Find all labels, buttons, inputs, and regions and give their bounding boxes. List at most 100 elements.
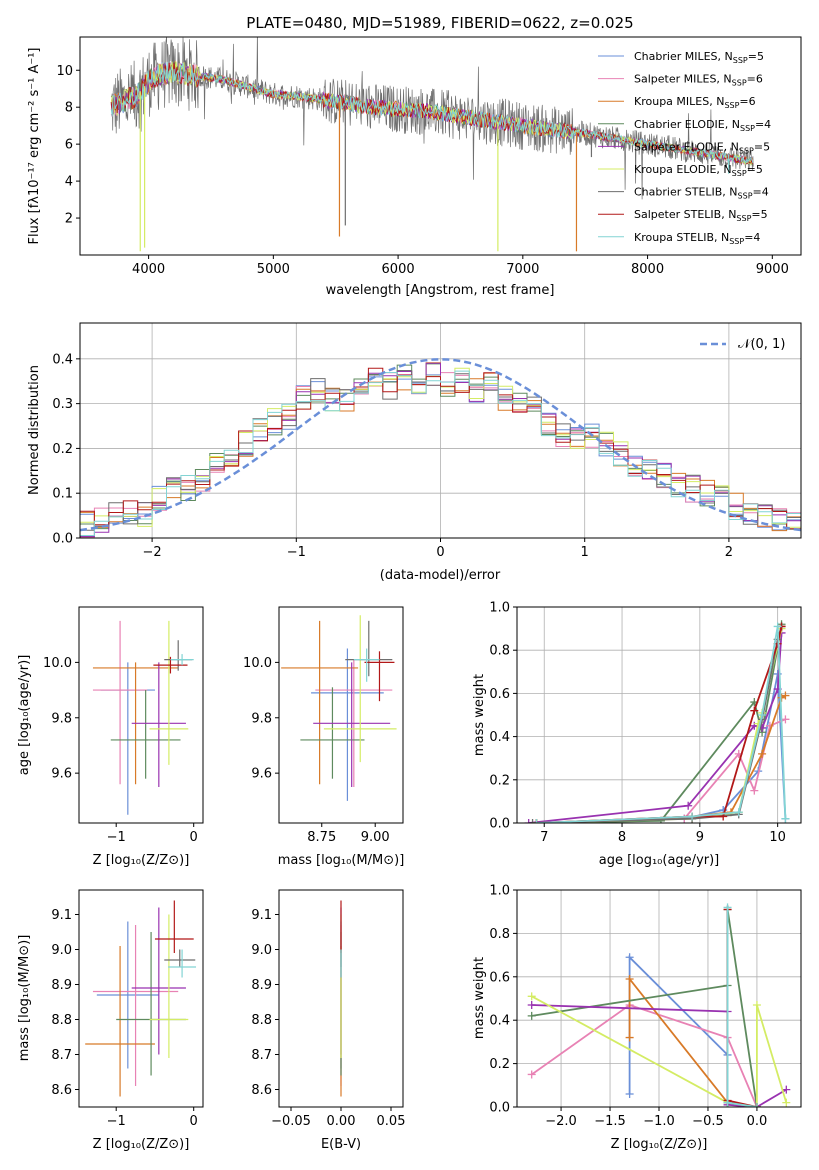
weight-point-marker (625, 953, 634, 962)
legend-suffix: =5 (751, 208, 767, 221)
legend-subscript: SSP (732, 169, 747, 178)
x-tick-label: −2 (143, 545, 162, 560)
weight-point-marker (625, 1033, 634, 1042)
histogram-step (80, 367, 801, 538)
x-tick-label: 0 (190, 830, 198, 845)
y-tick-label: 0.3 (52, 397, 73, 412)
legend-subscript: SSP (729, 237, 744, 246)
y-tick-label: 8.9 (251, 978, 272, 993)
residuals-xlabel: (data-model)/error (380, 568, 501, 583)
x-tick-label: 0.05 (377, 1114, 406, 1129)
x-tick-label: 7 (540, 830, 548, 845)
y-tick-label: 9.1 (51, 908, 72, 923)
y-tick-label: 10 (56, 64, 73, 79)
legend-label: Chabrier ELODIE, NSSP=4 (634, 118, 771, 133)
legend-suffix: =6 (739, 95, 755, 108)
y-tick-label: 9.1 (251, 908, 272, 923)
legend-name: Kroupa ELODIE, N (634, 163, 732, 176)
y-tick-label: 0.6 (489, 687, 510, 702)
legend-subscript: SSP (724, 101, 739, 110)
legend-name: Kroupa MILES, N (634, 95, 724, 108)
legend-suffix: =4 (755, 118, 771, 131)
weight-point-marker (781, 715, 790, 724)
y-tick-label: 10.0 (243, 656, 272, 671)
weight-point-marker (782, 1085, 791, 1094)
z-mass-xlabel: Z [log₁₀(Z/Z⊙)] (93, 1137, 190, 1152)
y-tick-label: 0.8 (489, 644, 510, 659)
legend-name: Salpeter MILES, N (634, 73, 732, 86)
x-tick-label: 9 (696, 830, 704, 845)
y-tick-label: 8.8 (51, 1013, 72, 1028)
legend-name: Salpeter STELIB, N (634, 208, 736, 221)
weight-point-marker (758, 749, 767, 758)
weight-point-marker (527, 992, 536, 1001)
spectrum-series-line (110, 61, 754, 165)
weight-point-marker (625, 974, 634, 983)
x-tick-label: 8.75 (307, 830, 336, 845)
ebv-panel: −0.05 0.00 0.05 8.6 8.7 8.8 8.9 9.0 9.1 E(B-V) (251, 889, 406, 1152)
x-tick-label: 9000 (756, 262, 789, 277)
x-tick-label: 9.00 (361, 830, 390, 845)
weight-point-marker (723, 1098, 732, 1107)
weight-point-marker (688, 812, 697, 821)
x-tick-label: 10 (769, 830, 786, 845)
legend-suffix: =4 (744, 231, 760, 244)
weight-age-frame (516, 606, 802, 824)
spectrum-ylabel: Flux [fλ10⁻¹⁷ erg cm⁻² s⁻¹ A⁻¹] (27, 48, 42, 245)
z-age-frame (78, 606, 204, 824)
y-tick-label: 4 (65, 175, 73, 190)
y-tick-label: 0.2 (52, 442, 73, 457)
spectrum-legend: Chabrier MILES, NSSP=5 Salpeter MILES, N S… (598, 50, 771, 246)
x-tick-label: −2.0 (545, 1114, 577, 1129)
y-tick-label: 9.8 (251, 711, 272, 726)
weight-series-line (536, 694, 786, 823)
residuals-panel: −2 −1 0 1 2 0.0 0.1 0.2 0.3 0.4 (data-model)/erro… (27, 322, 802, 583)
weight-age-ylabel: mass weight (472, 674, 487, 756)
weight-series-line (531, 1004, 758, 1107)
y-tick-label: 0.1 (52, 487, 73, 502)
y-tick-label: 8.6 (251, 1083, 272, 1098)
weight-point-marker (524, 819, 533, 823)
z-mass-panel: −1 0 8.6 8.7 8.8 8.9 9.0 9.1 Z [log₁₀(Z/Z⊙)] ma… (17, 889, 204, 1152)
x-tick-label: −1 (107, 1114, 126, 1129)
spectrum-panel: PLATE=0480, MJD=51989, FIBERID=0622, z=0… (27, 14, 802, 298)
y-tick-label: 1.0 (489, 884, 510, 899)
legend-subscript: SSP (736, 214, 751, 223)
y-tick-label: 6 (65, 138, 73, 153)
weight-z-panel: −2.0 −1.5 −1.0 −0.5 0.0 0.0 0.2 0.4 0.6 0.8 1.0 Z … (472, 884, 802, 1152)
x-tick-label: −1 (287, 545, 306, 560)
y-tick-label: 0.2 (489, 1057, 510, 1072)
y-tick-label: 0.6 (489, 970, 510, 985)
residuals-ylabel: Normed distribution (27, 365, 42, 495)
legend-suffix: =5 (748, 50, 764, 63)
legend-subscript: SSP (739, 146, 754, 155)
legend-name: Chabrier STELIB, N (634, 186, 738, 199)
ebv-xlabel: E(B-V) (321, 1137, 361, 1152)
y-tick-label: 0.8 (489, 927, 510, 942)
y-tick-label: 8.9 (51, 978, 72, 993)
legend-name: Kroupa STELIB, N (634, 231, 729, 244)
y-tick-label: 8 (65, 101, 73, 116)
weight-point-marker (684, 801, 693, 810)
y-tick-label: 1.0 (489, 601, 510, 616)
x-tick-label: 8 (618, 830, 626, 845)
x-tick-label: −0.5 (692, 1114, 724, 1129)
legend-label: Chabrier MILES, NSSP=5 (634, 50, 764, 65)
y-tick-label: 9.6 (251, 767, 272, 782)
residuals-legend: 𝒩(0, 1) (700, 337, 785, 352)
spectrum-xlabel: wavelength [Angstrom, rest frame] (326, 283, 555, 298)
x-tick-label: 6000 (382, 262, 415, 277)
weight-point-marker (734, 808, 743, 817)
z-mass-ylabel: mass [log₁₀(M/M⊙)] (17, 935, 32, 1062)
x-tick-label: 0.00 (327, 1114, 356, 1129)
normal-curve-legend-label: 𝒩(0, 1) (738, 337, 785, 352)
y-tick-label: 0.2 (489, 773, 510, 788)
x-tick-label: 2 (725, 545, 733, 560)
y-tick-label: 8.8 (251, 1013, 272, 1028)
z-mass-frame (78, 889, 204, 1108)
weight-point-marker (781, 814, 790, 823)
weight-point-marker (527, 1001, 536, 1010)
y-tick-label: 0.0 (489, 817, 510, 832)
weight-point-marker (750, 706, 759, 715)
